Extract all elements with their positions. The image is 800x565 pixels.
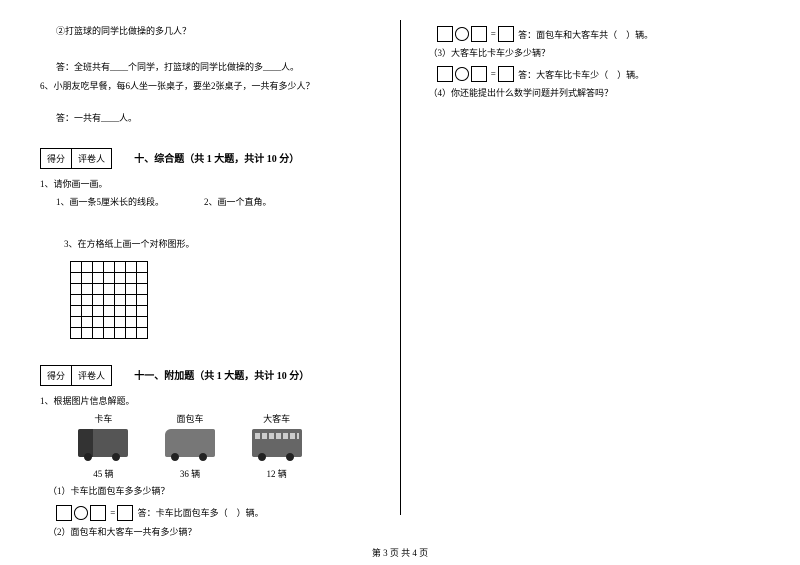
sub3-answer: 答：大客车比卡车少（ ）辆。 xyxy=(518,70,644,80)
question-6: 6、小朋友吃早餐，每6人坐一张桌子，要坐2张桌子，一共有多少人？ xyxy=(40,79,380,93)
sub-question-2: （2）面包车和大客车一共有多少辆？ xyxy=(40,525,380,539)
van-icon xyxy=(165,429,215,457)
equation-2: = 答：面包车和大客车共（ ）辆。 xyxy=(437,26,761,42)
equation-1: = 答：卡车比面包车多（ ）辆。 xyxy=(56,505,380,521)
answer-a: 答：全班共有____个同学，打篮球的同学比做操的多____人。 xyxy=(40,60,380,74)
grid-paper xyxy=(70,262,147,339)
grader-label: 评卷人 xyxy=(72,366,111,385)
sub1-answer: 答：卡车比面包车多（ ）辆。 xyxy=(138,508,264,518)
sec11-q1: 1、根据图片信息解题。 xyxy=(40,394,380,408)
truck-label: 卡车 xyxy=(60,412,147,425)
question-2: ②打篮球的同学比做操的多几人？ xyxy=(40,24,380,38)
vehicle-images xyxy=(60,429,320,457)
equation-3: = 答：大客车比卡车少（ ）辆。 xyxy=(437,66,761,82)
grader-label: 评卷人 xyxy=(72,149,111,168)
page-footer: 第 3 页 共 4 页 xyxy=(0,546,800,559)
score-box-10: 得分 评卷人 十、综合题（共 1 大题，共计 10 分） xyxy=(40,140,380,173)
score-label: 得分 xyxy=(41,149,72,168)
sub-question-3: （3）大客车比卡车少多少辆？ xyxy=(421,46,761,60)
section-11-title: 十一、附加题（共 1 大题，共计 10 分） xyxy=(134,367,309,382)
van-label: 面包车 xyxy=(147,412,234,425)
sec10-q1-1: 1、画一条5厘米长的线段。 xyxy=(56,195,164,209)
sub-question-4: （4）你还能提出什么数学问题并列式解答吗？ xyxy=(421,86,761,100)
sub-question-1: （1）卡车比面包车多多少辆？ xyxy=(40,484,380,498)
score-box-11: 得分 评卷人 十一、附加题（共 1 大题，共计 10 分） xyxy=(40,357,380,390)
van-count: 36 辆 xyxy=(147,467,234,480)
sec10-q1: 1、请你画一画。 xyxy=(40,177,380,191)
vehicle-labels: 卡车 面包车 大客车 xyxy=(60,412,320,429)
score-label: 得分 xyxy=(41,366,72,385)
sec10-q1-2: 2、画一个直角。 xyxy=(204,195,272,209)
truck-count: 45 辆 xyxy=(60,467,147,480)
section-10-title: 十、综合题（共 1 大题，共计 10 分） xyxy=(134,150,299,165)
vehicle-counts: 45 辆 36 辆 12 辆 xyxy=(60,463,320,480)
grid-cell xyxy=(136,327,148,339)
sec10-q1-3: 3、在方格纸上画一个对称图形。 xyxy=(40,237,380,251)
truck-icon xyxy=(78,429,128,457)
bus-icon xyxy=(252,429,302,457)
bus-count: 12 辆 xyxy=(233,467,320,480)
answer-6: 答：一共有____人。 xyxy=(40,111,380,125)
sub2-answer: 答：面包车和大客车共（ ）辆。 xyxy=(518,30,653,40)
bus-label: 大客车 xyxy=(233,412,320,425)
